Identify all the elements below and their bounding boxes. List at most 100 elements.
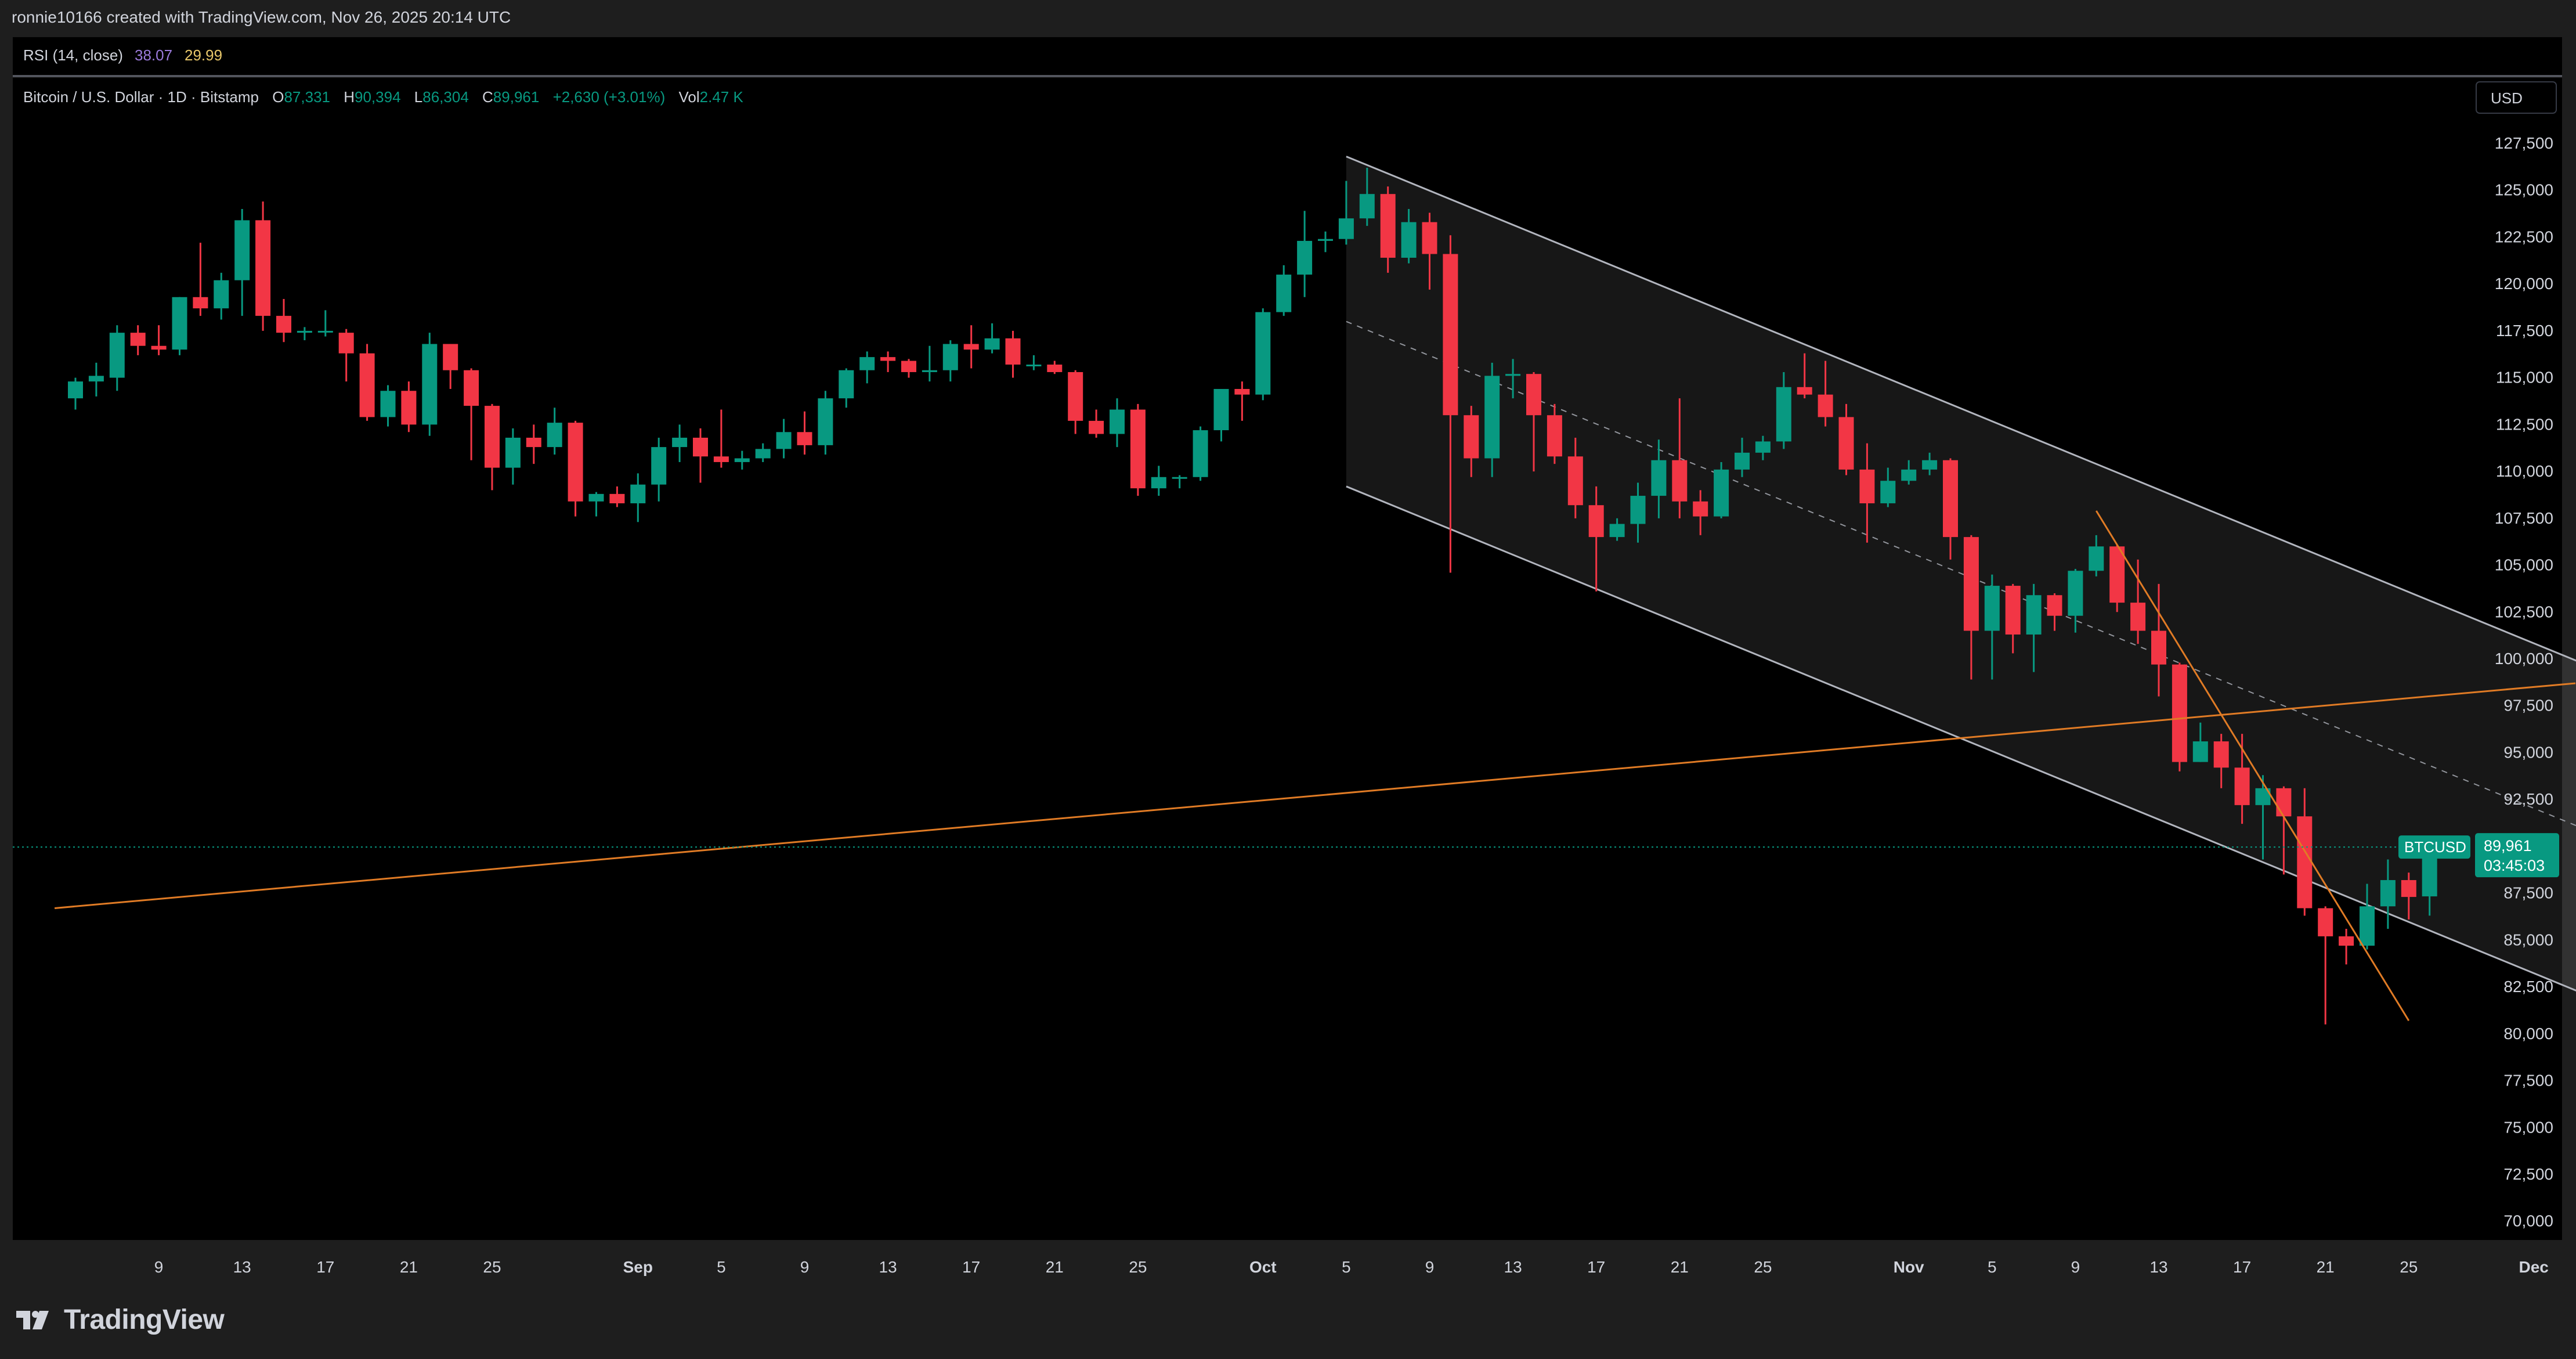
- candle-body: [839, 370, 854, 399]
- y-tick-label: 72,500: [2503, 1165, 2553, 1183]
- y-tick-label: 95,000: [2503, 743, 2553, 761]
- candle-body: [693, 437, 708, 457]
- legend-close-label: C: [482, 88, 493, 106]
- candle-body: [963, 344, 979, 350]
- y-tick-label: 100,000: [2495, 650, 2553, 668]
- time-axis[interactable]: 9 13 17 21 25 Sep 5 9 13 17 21 25 Oct 5 9 13 17 21 25 Nov 5 9…: [154, 1258, 2576, 1276]
- x-tick-label: 21: [1671, 1258, 1689, 1276]
- main-pane: [13, 78, 2562, 1240]
- legend-low-label: L: [414, 88, 422, 106]
- candle-body: [797, 432, 812, 445]
- footer: TradingView: [0, 1283, 2576, 1359]
- x-tick-label: 13: [233, 1258, 251, 1276]
- candle-body: [1963, 537, 1979, 631]
- candle-body: [2297, 816, 2313, 909]
- candle-body: [1464, 415, 1479, 459]
- legend-open-value: 87,331: [284, 88, 330, 106]
- candle-body: [1609, 524, 1625, 538]
- candle-body: [588, 493, 604, 502]
- candle-body: [547, 423, 562, 448]
- candle-body: [922, 370, 937, 372]
- candle-body: [1172, 477, 1187, 479]
- x-tick-label: Dec: [2519, 1258, 2549, 1276]
- y-tick-label: 97,500: [2503, 697, 2553, 715]
- candle-body: [1547, 415, 1562, 457]
- candle-body: [88, 376, 104, 382]
- candle-body: [2318, 908, 2333, 936]
- candle-body: [1005, 338, 1021, 365]
- candle-body: [2068, 571, 2083, 616]
- candle-body: [2192, 741, 2208, 762]
- candle-body: [1110, 409, 1125, 434]
- candle-body: [317, 330, 333, 333]
- candle-body: [2360, 906, 2375, 946]
- credit-text: ronnie10166 created with TradingView.com…: [12, 8, 511, 26]
- legend-open-label: O: [272, 88, 284, 106]
- candle-body: [1213, 389, 1229, 431]
- candle-body: [193, 297, 208, 309]
- candle-body: [1693, 501, 1708, 517]
- candle-body: [359, 353, 375, 417]
- y-tick-label: 82,500: [2503, 978, 2553, 996]
- current-price-badge: [2475, 833, 2559, 878]
- x-tick-label: 17: [1587, 1258, 1605, 1276]
- tradingview-logo-icon: [16, 1310, 49, 1329]
- currency-button-frame[interactable]: [2476, 81, 2557, 114]
- candle-body: [568, 423, 583, 502]
- candle-body: [1380, 194, 1396, 258]
- x-tick-label: 25: [483, 1258, 501, 1276]
- legend-vol-label: Vol: [679, 88, 700, 106]
- currency-button-label[interactable]: USD: [2491, 89, 2523, 107]
- y-tick-label: 107,500: [2495, 509, 2553, 527]
- candle-body: [276, 316, 291, 333]
- y-tick-label: 75,000: [2503, 1118, 2553, 1136]
- x-tick-label: 25: [1129, 1258, 1147, 1276]
- legend-high-label: H: [344, 88, 355, 106]
- candle-body: [214, 280, 229, 309]
- candle-body: [734, 458, 750, 462]
- x-tick-label: 17: [962, 1258, 980, 1276]
- x-tick-label: 9: [2071, 1258, 2080, 1276]
- candle-body: [1880, 481, 1896, 503]
- candle-body: [401, 391, 417, 425]
- legend-symbol: Bitcoin / U.S. Dollar · 1D · Bitstamp: [23, 88, 259, 106]
- candle-body: [651, 447, 667, 485]
- x-tick-label: 9: [154, 1258, 164, 1276]
- y-tick-label: 112,500: [2496, 415, 2553, 433]
- y-tick-label: 110,000: [2496, 462, 2553, 480]
- candle-body: [380, 391, 396, 417]
- price-axis[interactable]: 70,000 72,500 75,000 77,500 80,000 82,500 85,0…: [2398, 87, 2559, 1230]
- x-tick-label: 13: [879, 1258, 897, 1276]
- x-tick-label: 5: [717, 1258, 726, 1276]
- candle-body: [1901, 469, 1917, 481]
- candle-body: [2130, 603, 2146, 631]
- candle-body: [2089, 546, 2104, 571]
- candle-body: [1151, 477, 1166, 489]
- channel-lower-line: [1346, 485, 2576, 992]
- chart-area[interactable]: RSI (14, close) 38.07 29.99 70,000 72,500…: [0, 36, 2576, 1283]
- tradingview-logo[interactable]: TradingView: [15, 1304, 225, 1336]
- candle-body: [1297, 240, 1313, 275]
- y-tick-label: 87,500: [2503, 884, 2553, 902]
- candle-body: [1193, 430, 1208, 477]
- candle-body: [1943, 460, 1958, 538]
- candle-body: [1338, 218, 1354, 239]
- channel-mid-line: [1346, 320, 2576, 827]
- y-tick-label: 122,500: [2495, 228, 2553, 246]
- candle-body: [1922, 460, 1938, 470]
- candle-body: [1443, 254, 1458, 416]
- candle-body: [2401, 880, 2416, 897]
- candle-body: [1089, 420, 1104, 434]
- candle-body: [1567, 456, 1583, 506]
- candle-body: [859, 357, 875, 370]
- candle-body: [1818, 394, 1833, 417]
- candle-body: [2276, 788, 2292, 817]
- candle-body: [505, 437, 521, 468]
- candle-body: [109, 333, 125, 378]
- candle-body: [1234, 389, 1250, 395]
- rsi-value-1: 38.07: [135, 46, 172, 64]
- candle-body: [2213, 741, 2229, 768]
- candle-body: [2005, 586, 2021, 635]
- currency-button[interactable]: USD: [2476, 81, 2557, 114]
- candle-body: [630, 484, 646, 503]
